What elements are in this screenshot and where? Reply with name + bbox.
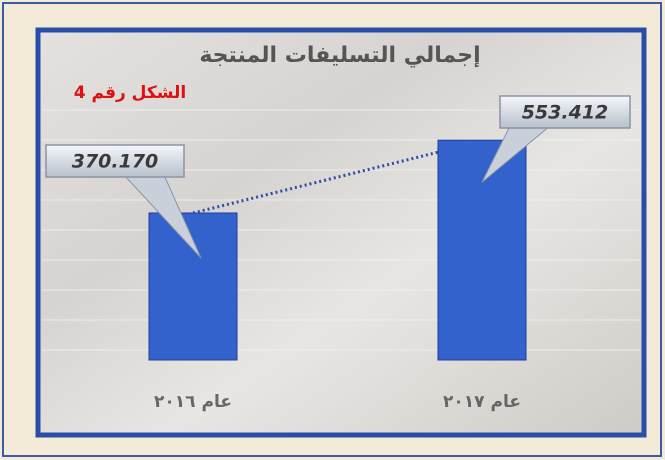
value-label: 553.412 (522, 102, 609, 124)
bar (437, 139, 527, 361)
x-tick-label: عام ٢٠١٧ (443, 392, 521, 412)
value-label: 370.170 (72, 151, 159, 173)
figure-label: الشكل رقم 4 (74, 83, 187, 103)
callout-box (499, 95, 631, 129)
background-lines (42, 109, 640, 351)
trend-line (192, 150, 439, 215)
x-tick-label: عام ٢٠١٦ (154, 392, 232, 412)
bar (148, 212, 238, 361)
chart-title: إجمالي التسليفات المنتجة (199, 43, 480, 68)
callout-box (45, 144, 185, 178)
